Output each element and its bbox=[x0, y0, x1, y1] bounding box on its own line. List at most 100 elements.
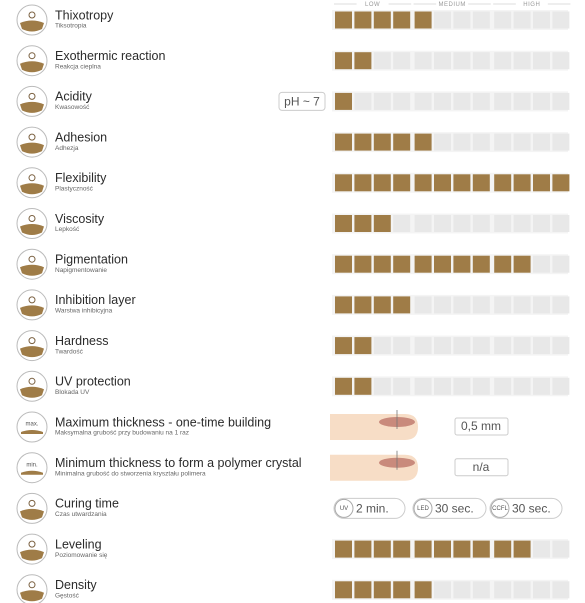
icon-shape bbox=[20, 183, 44, 195]
icon-shape bbox=[20, 386, 44, 398]
empty-square bbox=[533, 377, 550, 395]
level-square bbox=[393, 540, 411, 558]
level-square bbox=[434, 255, 451, 273]
level-square bbox=[373, 540, 391, 558]
empty-square bbox=[552, 377, 570, 395]
level-square bbox=[472, 540, 490, 558]
empty-square bbox=[472, 52, 490, 70]
icon-shape bbox=[20, 305, 44, 317]
empty-square bbox=[434, 52, 451, 70]
icon-dot bbox=[28, 581, 36, 589]
row-subtitle: Kwasowość bbox=[55, 104, 90, 111]
empty-square bbox=[414, 377, 432, 395]
level-square bbox=[335, 540, 352, 558]
empty-square bbox=[513, 133, 531, 151]
empty-square bbox=[513, 337, 531, 355]
empty-square bbox=[393, 215, 411, 232]
level-square bbox=[453, 540, 471, 558]
icon-dot bbox=[28, 337, 36, 345]
empty-square bbox=[513, 11, 531, 29]
icon-dot bbox=[28, 255, 36, 263]
row-title: Flexibility bbox=[55, 171, 107, 185]
level-square bbox=[335, 581, 352, 599]
level-square bbox=[335, 174, 352, 192]
level-square bbox=[354, 377, 372, 395]
curing-box bbox=[412, 497, 487, 519]
empty-square bbox=[533, 337, 550, 355]
empty-square bbox=[414, 296, 432, 314]
curing-time: 30 sec. bbox=[435, 502, 474, 516]
row-icon bbox=[16, 411, 48, 443]
level-square bbox=[354, 255, 372, 273]
empty-square bbox=[472, 296, 490, 314]
level-square bbox=[335, 377, 352, 395]
badge: pH ~ 7 bbox=[284, 95, 320, 109]
empty-square bbox=[393, 337, 411, 355]
level-square bbox=[373, 174, 391, 192]
icon-dot bbox=[28, 296, 36, 304]
icon-shape bbox=[20, 142, 44, 154]
row-title: UV protection bbox=[55, 375, 131, 389]
empty-square bbox=[533, 296, 550, 314]
row-title: Density bbox=[55, 578, 97, 592]
level-square bbox=[335, 92, 352, 110]
empty-square bbox=[472, 215, 490, 232]
level-square bbox=[354, 296, 372, 314]
empty-square bbox=[472, 581, 490, 599]
level-square bbox=[453, 174, 471, 192]
icon-shape bbox=[20, 590, 44, 602]
level-square bbox=[393, 174, 411, 192]
level-square bbox=[393, 11, 411, 29]
level-square bbox=[393, 296, 411, 314]
level-square bbox=[393, 133, 411, 151]
level-square bbox=[335, 52, 352, 70]
empty-square bbox=[453, 11, 471, 29]
lamp-circle bbox=[490, 498, 510, 518]
row-subtitle: Poziomowanie się bbox=[55, 552, 108, 559]
empty-square bbox=[373, 337, 391, 355]
row-title: Maximum thickness - one-time building bbox=[55, 415, 271, 429]
empty-square bbox=[434, 337, 451, 355]
empty-square bbox=[453, 215, 471, 232]
level-square bbox=[373, 11, 391, 29]
empty-square bbox=[393, 92, 411, 110]
empty-square bbox=[453, 296, 471, 314]
level-square bbox=[494, 174, 512, 192]
empty-square bbox=[434, 92, 451, 110]
empty-square bbox=[513, 52, 531, 70]
empty-square bbox=[393, 377, 411, 395]
empty-square bbox=[494, 581, 512, 599]
level-square bbox=[533, 174, 550, 192]
icon-dot bbox=[28, 133, 36, 141]
level-square bbox=[513, 540, 531, 558]
level-square bbox=[472, 174, 490, 192]
empty-square bbox=[552, 133, 570, 151]
empty-square bbox=[494, 337, 512, 355]
empty-square bbox=[513, 377, 531, 395]
empty-square bbox=[434, 377, 451, 395]
lamp: LED bbox=[417, 506, 429, 512]
level-square bbox=[414, 255, 432, 273]
row-title: Minimum thickness to form a polymer crys… bbox=[55, 456, 302, 470]
row-title: Viscosity bbox=[55, 212, 105, 226]
empty-square bbox=[552, 540, 570, 558]
icon-shape bbox=[21, 470, 43, 475]
level-square bbox=[335, 296, 352, 314]
empty-square bbox=[472, 11, 490, 29]
level-square bbox=[354, 337, 372, 355]
level-square bbox=[434, 540, 451, 558]
empty-square bbox=[434, 11, 451, 29]
row-subtitle: Warstwa inhibicyjna bbox=[55, 308, 113, 315]
row-subtitle: Napigmentowanie bbox=[55, 267, 107, 274]
row-subtitle: Tiksotropia bbox=[55, 23, 87, 30]
level-square bbox=[453, 255, 471, 273]
row-subtitle: Maksymalna grubość przy budowaniu na 1 r… bbox=[55, 430, 189, 437]
row-title: Exothermic reaction bbox=[55, 49, 166, 63]
level-square bbox=[354, 11, 372, 29]
empty-square bbox=[472, 377, 490, 395]
row-subtitle: Twardość bbox=[55, 348, 84, 355]
level-square bbox=[373, 133, 391, 151]
level-square bbox=[354, 540, 372, 558]
value: 0,5 mm bbox=[461, 419, 501, 433]
icon-shape bbox=[20, 346, 44, 358]
